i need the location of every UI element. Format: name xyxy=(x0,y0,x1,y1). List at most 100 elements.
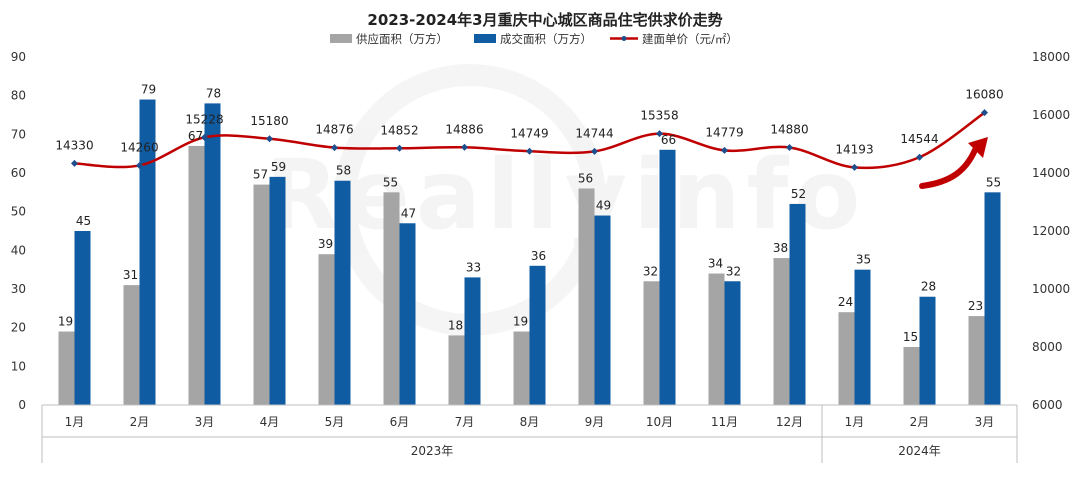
data-label-deal: 66 xyxy=(661,133,676,147)
left-axis-tick-label: 40 xyxy=(11,243,26,257)
chart-title: 2023-2024年3月重庆中心城区商品住宅供求价走势 xyxy=(367,11,722,29)
data-label-price: 14880 xyxy=(770,122,808,136)
data-label-deal: 49 xyxy=(596,199,611,213)
data-label-deal: 33 xyxy=(466,260,481,274)
data-label-supply: 39 xyxy=(318,237,333,251)
bar-supply xyxy=(513,331,530,405)
x-tick-label: 10月 xyxy=(646,415,673,429)
right-axis-tick-label: 18000 xyxy=(1032,50,1070,64)
data-label-supply: 56 xyxy=(578,171,593,185)
data-label-price: 14876 xyxy=(315,123,353,137)
right-axis-tick-label: 8000 xyxy=(1032,340,1063,354)
bar-deal xyxy=(594,215,611,405)
bar-deal xyxy=(854,269,871,405)
x-tick-label: 11月 xyxy=(711,415,738,429)
bar-series xyxy=(58,99,1001,406)
left-axis-tick-label: 10 xyxy=(11,359,26,373)
left-axis-tick-label: 60 xyxy=(11,166,26,180)
right-axis-tick-label: 12000 xyxy=(1032,224,1070,238)
x-tick-label: 3月 xyxy=(195,415,215,429)
price-point xyxy=(721,146,728,154)
bar-supply xyxy=(838,312,855,405)
x-tick-label: 12月 xyxy=(776,415,803,429)
x-tick-label: 1月 xyxy=(65,415,85,429)
bar-supply xyxy=(58,331,75,405)
data-label-deal: 58 xyxy=(336,164,351,178)
legend-item-supply[interactable]: 供应面积（万方） xyxy=(330,32,448,46)
bar-deal xyxy=(659,149,676,405)
legend-label-supply: 供应面积（万方） xyxy=(356,32,448,46)
legend-label-price: 建面单价（元/㎡） xyxy=(642,32,738,46)
data-label-price: 14744 xyxy=(575,126,613,140)
legend-item-deal[interactable]: 成交面积（万方） xyxy=(474,32,592,46)
legend-item-price[interactable]: 建面单价（元/㎡） xyxy=(610,32,738,46)
price-point xyxy=(266,135,273,143)
data-label-price: 14852 xyxy=(380,123,418,137)
data-label-deal: 59 xyxy=(271,160,286,174)
x-group-label: 2024年 xyxy=(898,444,941,458)
data-label-supply: 34 xyxy=(708,257,723,271)
legend: 供应面积（万方） 成交面积（万方） 建面单价（元/㎡） xyxy=(330,32,738,46)
bar-deal xyxy=(529,265,546,405)
price-point xyxy=(981,109,988,117)
price-point xyxy=(331,144,338,152)
bar-supply xyxy=(448,335,465,405)
legend-label-deal: 成交面积（万方） xyxy=(500,32,592,46)
price-point xyxy=(526,147,533,155)
bar-supply xyxy=(188,145,205,405)
left-axis-tick-label: 30 xyxy=(11,282,26,296)
left-axis-tick-label: 70 xyxy=(11,127,26,141)
legend-marker-price xyxy=(621,36,627,41)
bar-deal xyxy=(464,277,481,405)
price-point xyxy=(201,133,208,141)
right-axis: 6000 8000 10000 12000 14000 16000 18000 xyxy=(1032,50,1070,412)
right-axis-tick-label: 6000 xyxy=(1032,398,1063,412)
data-label-deal: 47 xyxy=(401,206,416,220)
x-tick-label: 1月 xyxy=(845,415,865,429)
data-label-price: 14544 xyxy=(900,132,938,146)
bar-deal xyxy=(724,281,741,405)
x-tick-label: 3月 xyxy=(975,415,995,429)
bar-deal xyxy=(139,99,156,406)
data-label-deal: 78 xyxy=(206,86,221,100)
x-tick-label: 6月 xyxy=(390,415,410,429)
data-label-deal: 45 xyxy=(76,214,91,228)
bar-supply xyxy=(253,184,270,405)
data-label-deal: 55 xyxy=(986,175,1001,189)
x-group-label: 2023年 xyxy=(411,444,454,458)
data-label-deal: 28 xyxy=(921,280,936,294)
x-tick-label: 2月 xyxy=(130,415,150,429)
price-point xyxy=(851,163,858,171)
price-point xyxy=(786,143,793,151)
bar-supply xyxy=(318,254,335,405)
price-point xyxy=(461,143,468,151)
price-point xyxy=(71,159,78,167)
bar-deal xyxy=(269,176,286,405)
price-point xyxy=(916,153,923,161)
price-point xyxy=(591,147,598,155)
data-label-supply: 32 xyxy=(643,264,658,278)
bar-supply xyxy=(123,285,140,405)
bar-supply xyxy=(708,273,725,405)
data-label-deal: 35 xyxy=(856,253,871,267)
data-label-supply: 57 xyxy=(253,168,268,182)
bar-supply xyxy=(968,316,985,405)
price-point xyxy=(396,144,403,152)
data-label-supply: 67 xyxy=(188,129,203,143)
price-point xyxy=(656,130,663,138)
left-axis-tick-label: 90 xyxy=(11,50,26,64)
data-label-supply: 31 xyxy=(123,268,138,282)
left-axis-tick-label: 50 xyxy=(11,205,26,219)
left-axis: 0 10 20 30 40 50 60 70 80 90 xyxy=(11,50,26,412)
price-line-series xyxy=(71,109,988,171)
x-tick-label: 7月 xyxy=(455,415,475,429)
data-label-deal: 79 xyxy=(141,83,156,97)
data-label-supply: 19 xyxy=(58,315,73,329)
right-axis-tick-label: 10000 xyxy=(1032,282,1070,296)
bar-deal xyxy=(204,103,221,406)
bar-supply xyxy=(903,347,920,405)
data-label-price: 14749 xyxy=(510,126,548,140)
legend-swatch-deal xyxy=(474,34,496,43)
